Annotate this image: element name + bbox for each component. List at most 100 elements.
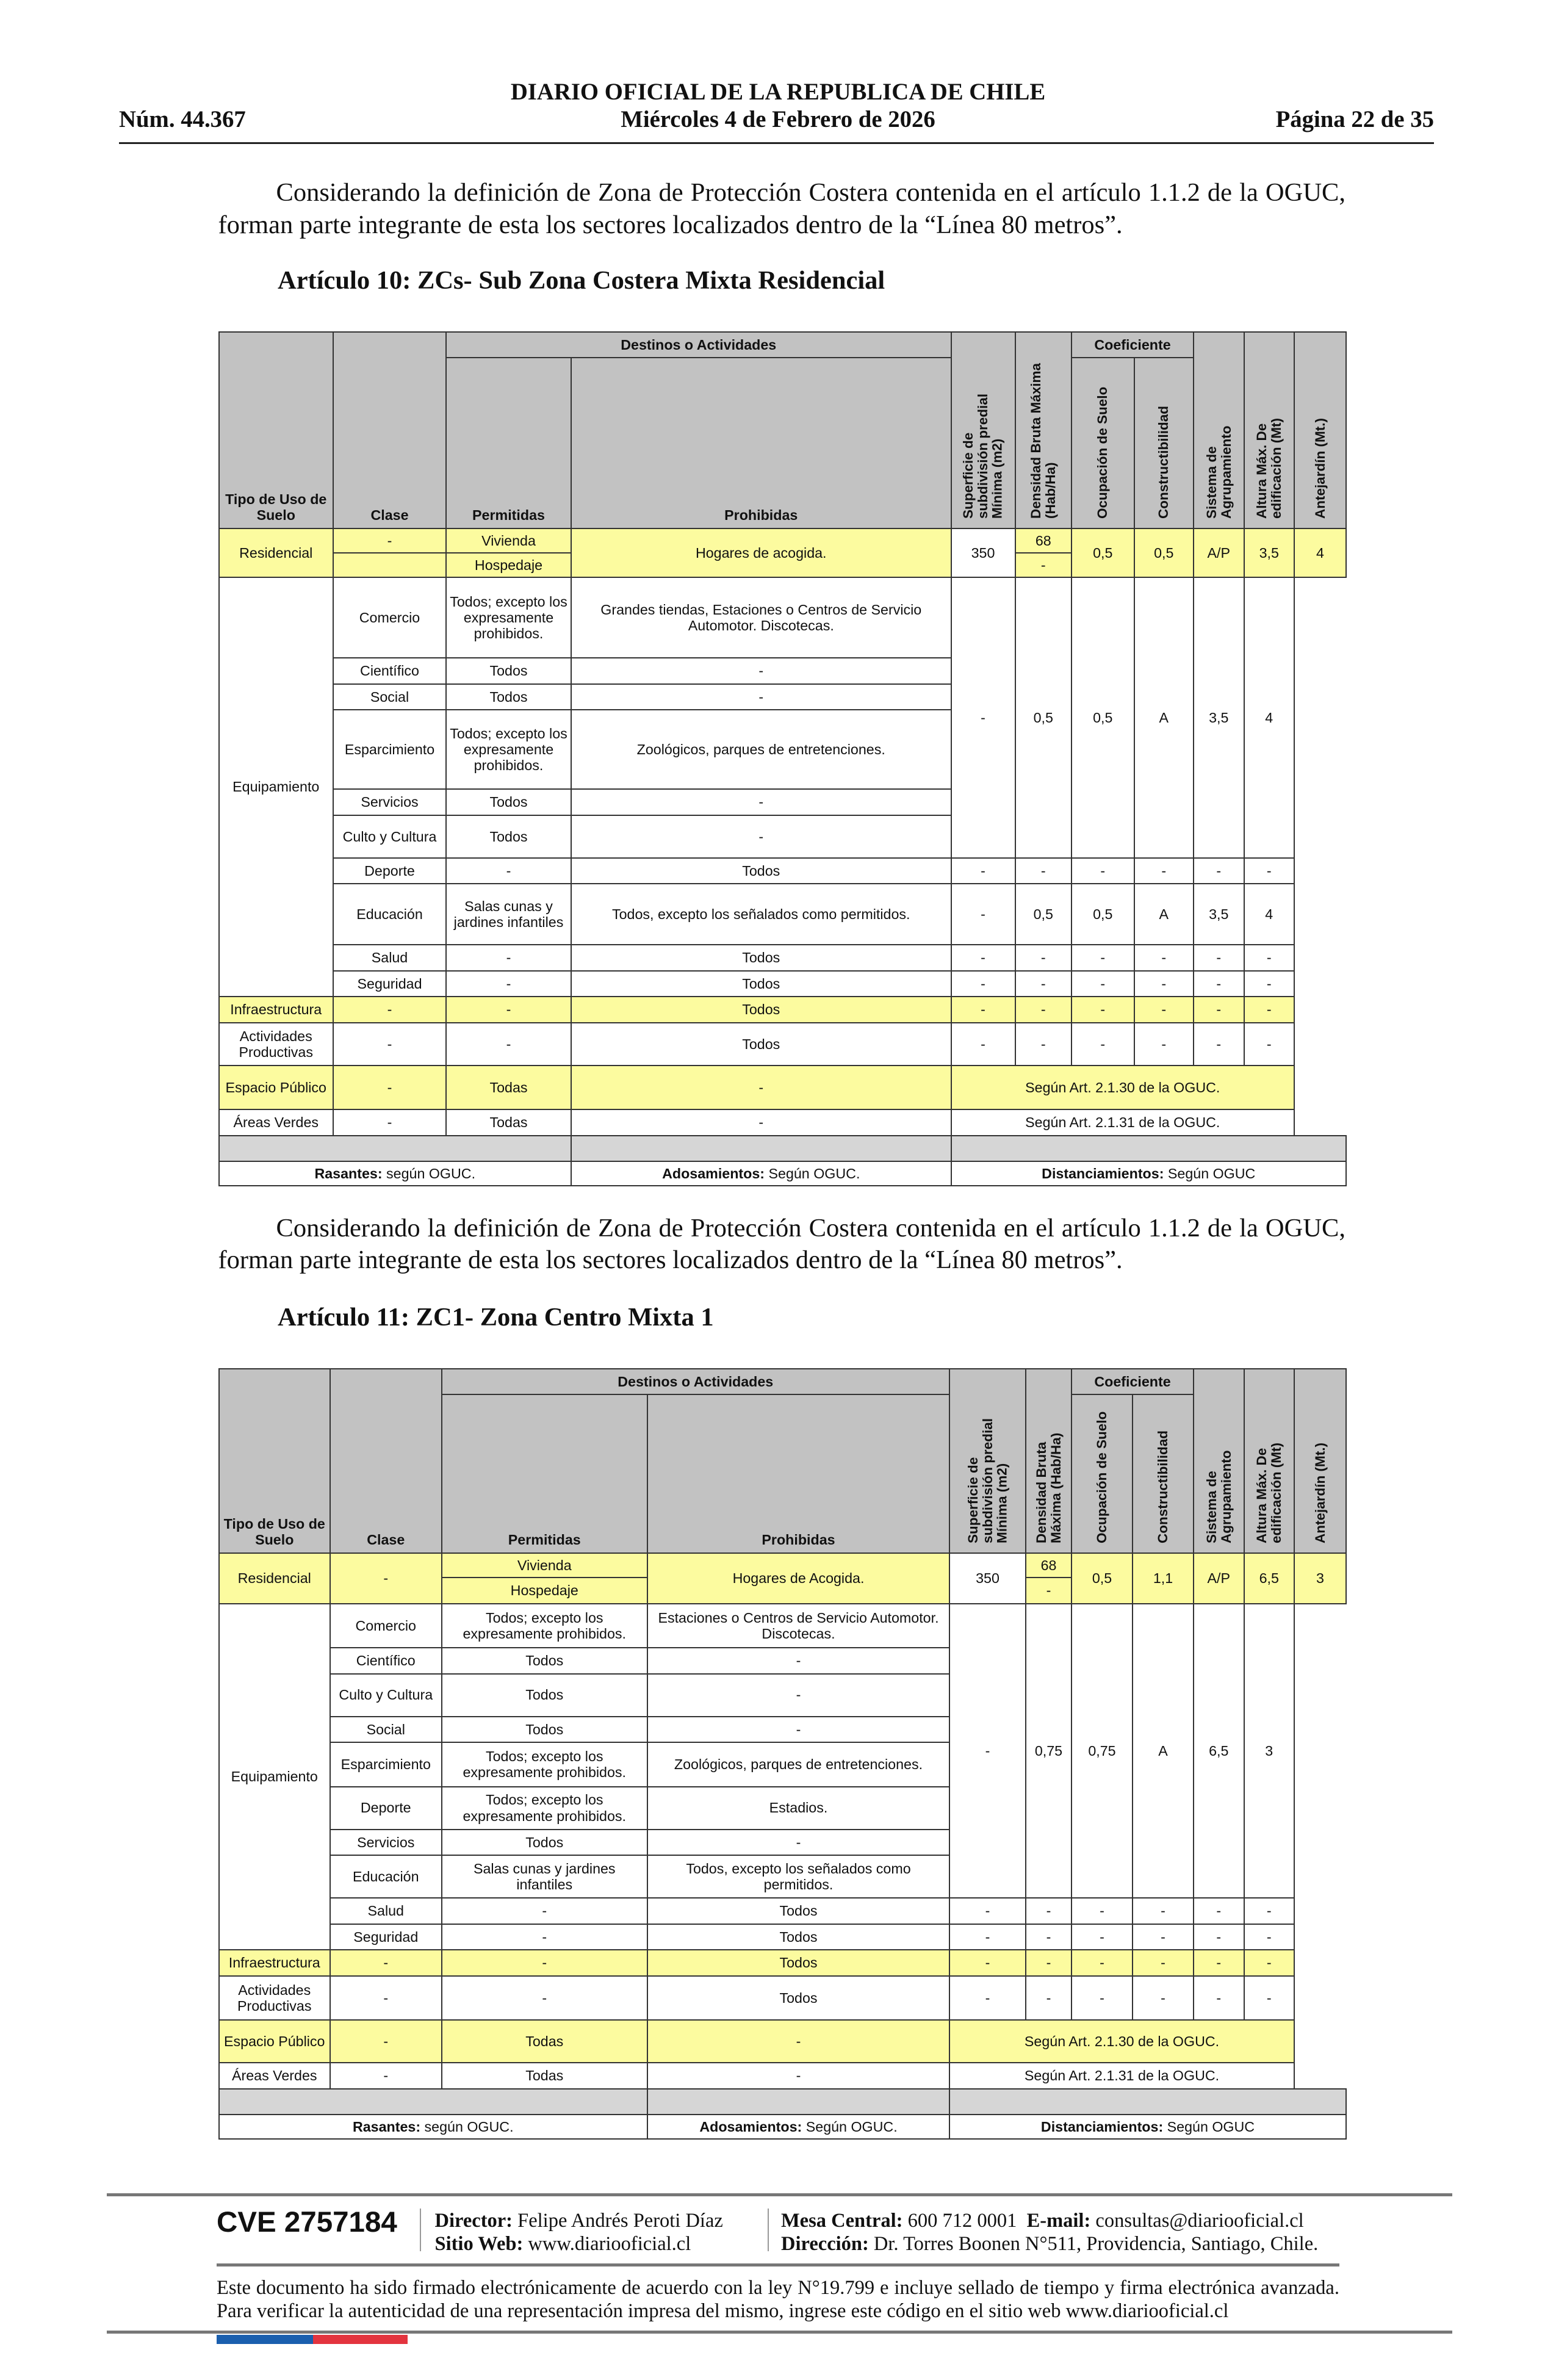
adosamientos-cell: Adosamientos: Según OGUC.	[571, 1161, 952, 1187]
cell-permitidas: Todas	[445, 1109, 572, 1136]
cell-clase: -	[333, 527, 447, 554]
cell-altura: -	[1193, 970, 1245, 998]
adosamientos-value: Según OGUC.	[802, 2118, 898, 2135]
email-link[interactable]: consultas@diariooficial.cl	[1090, 2210, 1304, 2232]
cell-ocupacion: 0,5	[1014, 576, 1072, 859]
th-antejardin-text: Antejardín (Mt.)	[1312, 1442, 1328, 1543]
cell-permitidas: Vivienda	[445, 527, 572, 554]
cell-tipo: Residencial	[218, 527, 334, 578]
cell-prohibidas: Todos	[647, 1975, 950, 2021]
cell-permitidas: -	[445, 1022, 572, 1066]
cell-constructibilidad: -	[1071, 1975, 1133, 2021]
th-sistema: Sistema de Agrupamiento	[1193, 1368, 1245, 1554]
cell-tipo: Equipamiento	[218, 1603, 331, 1950]
cell-permitidas: Todos; excepto los expresamente prohibid…	[445, 576, 572, 659]
director-label: Director:	[434, 2210, 513, 2232]
th-antejardin: Antejardín (Mt.)	[1294, 331, 1347, 529]
cell-antejardin: -	[1243, 996, 1295, 1023]
cell-permitidas: -	[441, 1975, 648, 2021]
cell-ocupacion: -	[1025, 1949, 1072, 1977]
table-row-infra: Infraestructura - - Todos - - - - - -	[218, 996, 1347, 1023]
table-row-actprod: Actividades Productivas - - Todos - - - - - -	[218, 1975, 1347, 2021]
th-densidad: Densidad Bruta Máxima (Hab/Ha)	[1014, 331, 1072, 529]
cell-prohibidas: Hogares de Acogida.	[647, 1552, 950, 1604]
cell-permitidas: Salas cunas y jardines infantiles	[441, 1855, 648, 1899]
cell-ocupacion: -	[1025, 1975, 1072, 2021]
cell-altura: 3,5	[1193, 883, 1245, 946]
cell-permitidas: Todos; excepto los expresamente prohibid…	[445, 709, 572, 790]
cell-densidad: -	[950, 576, 1016, 859]
cell-ocupacion: -	[1014, 996, 1072, 1023]
rasantes-value: según OGUC.	[382, 1166, 476, 1182]
cell-altura: -	[1193, 1975, 1245, 2021]
table-row-equipamiento: Esparcimiento Todos; excepto los expresam…	[219, 1742, 1347, 1787]
table-row-equipamiento: Científico Todos -	[219, 1647, 1347, 1675]
cell-clase: Científico	[333, 657, 447, 685]
table-row-equipamiento: Científico Todos -	[219, 657, 1347, 685]
table-row-residencial: Residencial - Vivienda Hogares de Acogid…	[218, 1552, 1347, 1604]
th-constructibilidad-text: Constructibilidad	[1155, 1430, 1171, 1543]
adosamientos-label: Adosamientos:	[662, 1166, 765, 1182]
cell-prohibidas: Estadios.	[647, 1786, 950, 1830]
cell-constructibilidad: -	[1071, 1923, 1133, 1950]
cell-permitidas: Salas cunas y jardines infantiles	[445, 883, 572, 946]
th-ocupacion: Ocupación de Suelo	[1071, 1394, 1133, 1554]
web-label: Sitio Web:	[434, 2232, 524, 2255]
content: Considerando la definición de Zona de Pr…	[218, 0, 1347, 2140]
cell-densidad: -	[1014, 552, 1072, 578]
blank-cell	[218, 2088, 648, 2115]
cell-superficie: 350	[950, 527, 1016, 578]
th-superficie-text: Superficie de subdivisión predial Mínima…	[965, 1418, 1010, 1543]
cell-permitidas: Todos	[445, 788, 572, 816]
cell-altura: -	[1193, 944, 1245, 972]
cell-prohibidas: Todos	[571, 944, 952, 972]
th-constructibilidad: Constructibilidad	[1131, 1394, 1195, 1554]
cell-densidad: -	[949, 1603, 1026, 1899]
page-number: Página 22 de 35	[1275, 106, 1434, 132]
cell-permitidas: Todos	[441, 1715, 648, 1743]
cell-clase: -	[330, 1552, 442, 1604]
cell-constructibilidad: -	[1071, 1897, 1133, 1925]
flag-bar-red	[312, 2335, 408, 2344]
rasantes-label: Rasantes:	[314, 1166, 383, 1182]
cell-altura: 6,5	[1193, 1603, 1245, 1899]
cell-clase: Salud	[333, 944, 447, 972]
cell-ocupacion: 0,5	[1014, 883, 1072, 946]
cell-prohibidas: Todos	[571, 996, 952, 1023]
cell-densidad: -	[950, 883, 1016, 946]
title-text: DIARIO OFICIAL DE LA REPUBLICA DE CHILE	[510, 78, 1046, 105]
cell-densidad: -	[950, 944, 1016, 972]
cell-densidad: 68	[1025, 1552, 1072, 1578]
website-link[interactable]: www.diariooficial.cl	[523, 2232, 691, 2255]
cell-prohibidas: -	[647, 1828, 950, 1856]
footer: CVE 2757184 Director: Felipe Andrés Pero…	[0, 2193, 1556, 2361]
cell-segun-oguc: Según Art. 2.1.31 de la OGUC.	[950, 1109, 1295, 1136]
cell-densidad: -	[949, 1975, 1026, 2021]
director-info: Director: Felipe Andrés Peroti Díaz Siti…	[435, 2210, 723, 2256]
table-row-equipamiento: Servicios Todos -	[219, 1828, 1347, 1856]
newspaper-title: DIARIO OFICIAL DE LA REPUBLICA DE CHILE M…	[0, 78, 1556, 133]
cell-antejardin: -	[1243, 944, 1295, 972]
cell-antejardin: 4	[1243, 576, 1295, 859]
cell-antejardin: -	[1243, 1923, 1295, 1950]
cell-sistema: A	[1133, 883, 1195, 946]
header-rule	[119, 142, 1434, 145]
cell-antejardin: -	[1243, 1022, 1295, 1066]
cell-densidad: -	[950, 996, 1016, 1023]
cell-clase: -	[333, 1064, 447, 1111]
table-row-equipamiento: Equipamiento Comercio Todos; excepto los e…	[218, 1603, 1347, 1950]
director-name: Felipe Andrés Peroti Díaz	[513, 2210, 723, 2232]
cell-permitidas: Todos	[445, 814, 572, 859]
cell-prohibidas: -	[571, 683, 952, 711]
cell-segun-oguc: Según Art. 2.1.30 de la OGUC.	[950, 1064, 1295, 1111]
rasantes-value: según OGUC.	[420, 2118, 514, 2135]
cell-prohibidas: Todos	[571, 970, 952, 998]
cell-clase: Deporte	[330, 1786, 442, 1830]
th-altura: Altura Máx. De edificación (Mt)	[1243, 1368, 1295, 1554]
paragraph-2: Considerando la definición de Zona de Pr…	[218, 1213, 1346, 1275]
cell-permitidas: Vivienda	[441, 1552, 648, 1578]
cell-antejardin: -	[1243, 857, 1295, 885]
cell-prohibidas: Todos	[571, 857, 952, 885]
cell-sistema: A	[1131, 1603, 1195, 1899]
table-row-residencial-2: Hospedaje -	[219, 1577, 1347, 1604]
